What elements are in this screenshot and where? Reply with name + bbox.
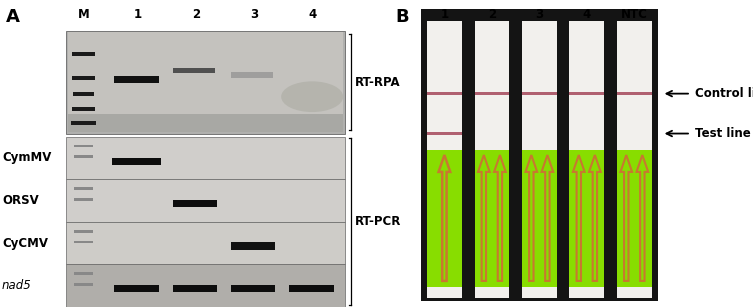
Bar [66,222,345,264]
Bar [112,157,161,165]
Bar [68,32,343,132]
Text: 2: 2 [488,8,496,21]
Bar [74,187,93,190]
Bar [617,150,651,287]
Bar [421,9,658,301]
Bar [569,21,604,298]
Text: 4: 4 [308,8,316,21]
Text: Control line: Control line [694,87,753,100]
Bar [522,21,556,298]
Bar [522,92,556,95]
Text: Test line: Test line [694,127,750,140]
Bar [68,114,343,132]
Bar [474,150,509,287]
Text: M: M [78,8,90,21]
Text: 1: 1 [133,8,142,21]
Bar [427,92,462,95]
Bar [71,121,96,125]
Bar [617,92,651,95]
Bar [66,137,345,179]
Bar [74,241,93,243]
Bar [114,285,159,293]
Bar [172,200,217,207]
Bar [172,285,217,293]
Bar [569,150,604,287]
Bar [74,155,93,158]
Bar [474,92,509,95]
Bar [474,21,509,298]
Bar [114,76,159,83]
Bar [427,21,462,298]
Text: CyCMV: CyCMV [2,237,48,250]
Text: ORSV: ORSV [2,194,38,207]
Bar [427,150,462,287]
Text: A: A [6,8,20,26]
Bar [522,150,556,287]
Bar [74,272,93,275]
Bar [230,243,276,250]
Text: 1: 1 [441,8,449,21]
Bar [66,179,345,222]
Text: CymMV: CymMV [2,151,51,165]
Bar [66,31,345,134]
Text: 4: 4 [583,8,591,21]
Text: 3: 3 [535,8,544,21]
Bar [172,68,215,73]
Bar [72,107,95,111]
Bar [72,76,95,80]
Bar [74,283,93,286]
Bar [72,52,95,56]
Bar [617,21,651,298]
Text: 2: 2 [192,8,200,21]
Text: nad5: nad5 [2,279,32,292]
Ellipse shape [281,81,343,112]
Bar [569,92,604,95]
Bar [74,198,93,201]
Bar [230,72,273,78]
Text: NTC: NTC [621,8,648,21]
Bar [230,285,276,293]
Bar [73,92,94,96]
Text: 3: 3 [250,8,258,21]
Bar [74,230,93,233]
Text: B: B [395,8,409,26]
Text: RT-PCR: RT-PCR [355,215,401,228]
Text: RT-RPA: RT-RPA [355,76,401,89]
Bar [66,264,345,307]
Bar [289,285,334,293]
Bar [74,145,93,147]
Bar [427,132,462,135]
